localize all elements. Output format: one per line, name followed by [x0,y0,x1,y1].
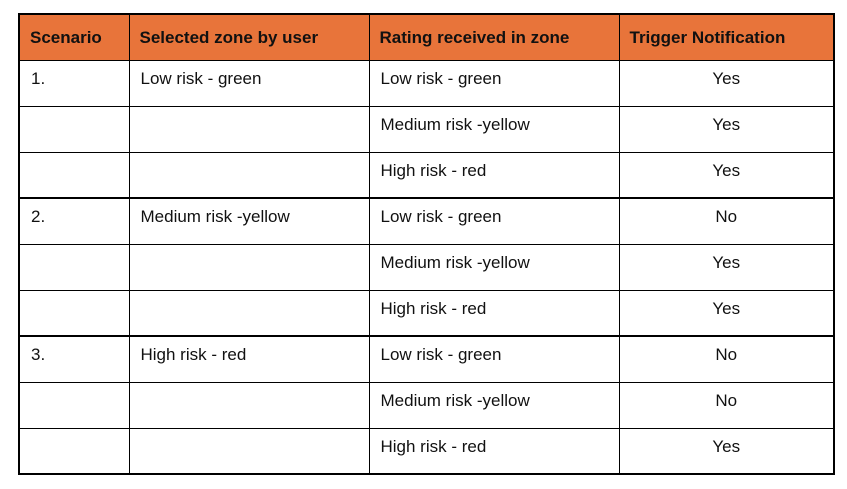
table-row: Medium risk -yellow No [18,381,835,429]
selected-zone-cell [128,427,370,475]
rating-cell: Medium risk -yellow [368,243,620,291]
table-row: Medium risk -yellow Yes [18,243,835,291]
scenario-cell [18,427,130,475]
rating-cell: Low risk - green [368,59,620,107]
table-row: Medium risk -yellow Yes [18,105,835,153]
trigger-cell: Yes [618,151,835,199]
rating-cell: High risk - red [368,151,620,199]
table-row: 3. High risk - red Low risk - green No [18,335,835,383]
scenario-cell [18,151,130,199]
scenario-cell [18,243,130,291]
rating-cell: Medium risk -yellow [368,381,620,429]
selected-zone-cell: Low risk - green [128,59,370,107]
selected-zone-cell [128,151,370,199]
selected-zone-cell [128,105,370,153]
column-header-rating-received: Rating received in zone [368,13,620,61]
table-row: 1. Low risk - green Low risk - green Yes [18,59,835,107]
selected-zone-cell [128,289,370,337]
column-header-scenario: Scenario [18,13,130,61]
column-header-selected-zone: Selected zone by user [128,13,370,61]
scenario-cell [18,105,130,153]
table-row: High risk - red Yes [18,427,835,475]
rating-cell: High risk - red [368,427,620,475]
table-row: 2. Medium risk -yellow Low risk - green No [18,197,835,245]
selected-zone-cell: Medium risk -yellow [128,197,370,245]
trigger-cell: No [618,335,835,383]
trigger-cell: No [618,197,835,245]
rating-cell: High risk - red [368,289,620,337]
trigger-cell: Yes [618,243,835,291]
trigger-cell: No [618,381,835,429]
scenario-cell: 3. [18,335,130,383]
table-header-row: Scenario Selected zone by user Rating rece… [18,13,835,61]
trigger-cell: Yes [618,289,835,337]
rating-cell: Low risk - green [368,197,620,245]
trigger-cell: Yes [618,105,835,153]
scenario-cell [18,289,130,337]
scenario-cell [18,381,130,429]
rating-cell: Medium risk -yellow [368,105,620,153]
selected-zone-cell: High risk - red [128,335,370,383]
column-header-trigger-notification: Trigger Notification [618,13,835,61]
table-row: High risk - red Yes [18,151,835,199]
selected-zone-cell [128,381,370,429]
selected-zone-cell [128,243,370,291]
trigger-cell: Yes [618,59,835,107]
scenario-cell: 2. [18,197,130,245]
table-row: High risk - red Yes [18,289,835,337]
scenario-notification-table: Scenario Selected zone by user Rating rece… [18,13,835,475]
scenario-cell: 1. [18,59,130,107]
trigger-cell: Yes [618,427,835,475]
rating-cell: Low risk - green [368,335,620,383]
